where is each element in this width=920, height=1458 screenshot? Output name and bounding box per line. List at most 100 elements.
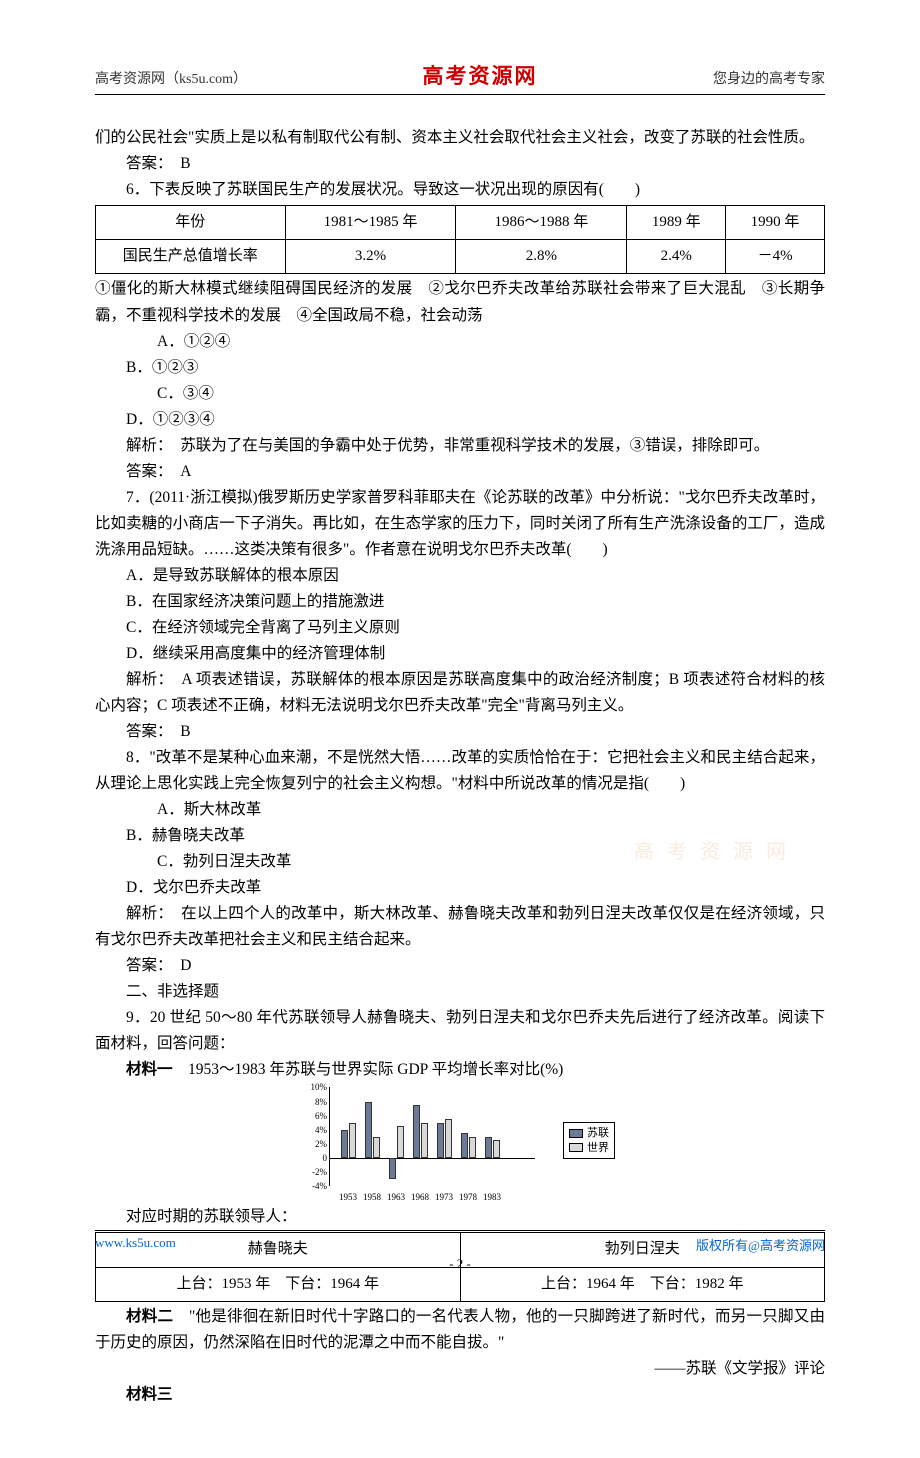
gdp-chart: 10%8%6%4%2%0-2%-4%1953195819631968197319… <box>305 1087 615 1202</box>
leader-2-term: 上台：1964 年 下台：1982 年 <box>460 1267 825 1301</box>
exp-label: 解析： <box>126 905 165 922</box>
q7-explanation: 解析： A 项表述错误，苏联解体的根本原因是苏联高度集中的政治经济制度；B 项表… <box>95 667 825 719</box>
answer-label: 答案： <box>126 463 165 480</box>
chart-ytick: 6% <box>305 1112 327 1121</box>
chart-legend: 苏联世界 <box>563 1122 615 1159</box>
chart-xtick: 1973 <box>435 1193 453 1202</box>
q6-row-label: 国民生产总值增长率 <box>96 240 286 274</box>
answer-label: 答案： <box>126 155 165 172</box>
chart-ytick: 2% <box>305 1140 327 1149</box>
chart-ytick: 4% <box>305 1126 327 1135</box>
q8-optD: D．戈尔巴乔夫改革 <box>95 875 453 901</box>
q6-opts-row1: A．①②④B．①②③ <box>95 329 825 381</box>
leader-1-term: 上台：1953 年 下台：1964 年 <box>96 1267 461 1301</box>
q7-optC: C．在经济领域完全背离了马列主义原则 <box>95 615 825 641</box>
chart-ytick: 0 <box>305 1154 327 1163</box>
q6-optB: B．①②③ <box>95 355 453 381</box>
q8-opts-row2: C．勃列日涅夫改革D．戈尔巴乔夫改革 <box>95 849 825 901</box>
q5-answer: 答案： B <box>95 151 825 177</box>
document-body: 们的公民社会"实质上是以私有制取代公有制、资本主义社会取代社会主义社会，改变了苏… <box>95 125 825 1408</box>
header-left: 高考资源网（ks5u.com） <box>95 68 247 88</box>
q6-cell-3: 2.4% <box>627 240 726 274</box>
q7-optB: B．在国家经济决策问题上的措施激进 <box>95 589 825 615</box>
chart-ytick: -4% <box>305 1182 327 1191</box>
q6-cell-4: －4% <box>726 240 825 274</box>
exp-text: 在以上四个人的改革中，斯大林改革、赫鲁晓夫改革和勃列日涅夫改革仅仅是在经济领域，… <box>95 905 825 948</box>
footer-left-url: www.ks5u.com <box>95 1235 176 1254</box>
q8-opts-row1: A．斯大林改革B．赫鲁晓夫改革 <box>95 797 825 849</box>
q6-opts-row2: C．③④D．①②③④ <box>95 381 825 433</box>
q9-subline: 对应时期的苏联领导人： <box>95 1204 825 1230</box>
chart-xtick: 1983 <box>483 1193 501 1202</box>
q6-table: 年份 1981～1985 年 1986～1988 年 1989 年 1990 年… <box>95 205 825 274</box>
q9-mat2-source: ——苏联《文学报》评论 <box>95 1356 825 1382</box>
q6-th-c1: 1981～1985 年 <box>285 206 456 240</box>
q6-optC: C．③④ <box>126 381 484 407</box>
chart-bar <box>341 1130 348 1158</box>
intro-continuation: 们的公民社会"实质上是以私有制取代公有制、资本主义社会取代社会主义社会，改变了苏… <box>95 125 825 151</box>
chart-bar <box>373 1137 380 1158</box>
answer-value: D <box>180 957 191 974</box>
q6-answer: 答案： A <box>95 459 825 485</box>
chart-bar <box>389 1158 396 1179</box>
exp-label: 解析： <box>126 671 166 688</box>
q8-optC: C．勃列日涅夫改革 <box>126 849 484 875</box>
chart-xtick: 1953 <box>339 1193 357 1202</box>
mat2-text: "他是徘徊在新旧时代十字路口的一名代表人物，他的一只脚跨进了新时代，而另一只脚又… <box>95 1308 825 1351</box>
chart-bar <box>437 1123 444 1158</box>
q6-th-c4: 1990 年 <box>726 206 825 240</box>
footer-right-copyright: 版权所有@高考资源网 <box>696 1235 825 1254</box>
q7-optD: D．继续采用高度集中的经济管理体制 <box>95 641 825 667</box>
mat1-text: 1953～1983 年苏联与世界实际 GDP 平均增长率对比(%) <box>173 1061 564 1078</box>
q6-cell-1: 3.2% <box>285 240 456 274</box>
q8-explanation: 解析： 在以上四个人的改革中，斯大林改革、赫鲁晓夫改革和勃列日涅夫改革仅仅是在经… <box>95 901 825 953</box>
chart-bar <box>413 1105 420 1158</box>
chart-ytick: 8% <box>305 1098 327 1107</box>
mat1-label: 材料一 <box>126 1061 173 1078</box>
chart-bar <box>365 1102 372 1159</box>
answer-value: B <box>180 155 190 172</box>
q9-mat2: 材料二 "他是徘徊在新旧时代十字路口的一名代表人物，他的一只脚跨进了新时代，而另… <box>95 1304 825 1356</box>
q8-stem: 8．"改革不是某种心血来潮，不是恍然大悟……改革的实质恰恰在于：它把社会主义和民… <box>95 745 825 797</box>
chart-ytick: 10% <box>305 1083 327 1092</box>
q6-cell-2: 2.8% <box>456 240 627 274</box>
header-center-logo: 高考资源网 <box>423 60 538 90</box>
exp-text: 苏联为了在与美国的争霸中处于优势，非常重视科学技术的发展，③错误，排除即可。 <box>180 437 769 454</box>
q7-stem: 7．(2011·浙江模拟)俄罗斯历史学家普罗科菲耶夫在《论苏联的改革》中分析说：… <box>95 485 825 563</box>
page-header: 高考资源网（ks5u.com） 高考资源网 您身边的高考专家 <box>95 60 825 95</box>
q6-items: ①僵化的斯大林模式继续阻碍国民经济的发展 ②戈尔巴乔夫改革给苏联社会带来了巨大混… <box>95 276 825 328</box>
exp-label: 解析： <box>126 437 165 454</box>
mat2-label: 材料二 <box>126 1308 173 1325</box>
q7-answer: 答案： B <box>95 719 825 745</box>
section-2-heading: 二、非选择题 <box>95 979 825 1005</box>
chart-bar <box>493 1140 500 1158</box>
chart-xtick: 1978 <box>459 1193 477 1202</box>
q9-mat1: 材料一 1953～1983 年苏联与世界实际 GDP 平均增长率对比(%) <box>95 1057 825 1083</box>
q6-th-c2: 1986～1988 年 <box>456 206 627 240</box>
chart-ytick: -2% <box>305 1168 327 1177</box>
page-footer: www.ks5u.com 版权所有@高考资源网 <box>95 1230 825 1254</box>
chart-xtick: 1958 <box>363 1193 381 1202</box>
q9-mat3-label: 材料三 <box>95 1382 825 1408</box>
exp-text: A 项表述错误，苏联解体的根本原因是苏联高度集中的政治经济制度；B 项表述符合材… <box>95 671 825 714</box>
q6-stem: 6．下表反映了苏联国民生产的发展状况。导致这一状况出现的原因有( ) <box>95 177 825 203</box>
chart-bar <box>445 1119 452 1158</box>
q6-th-c3: 1989 年 <box>627 206 726 240</box>
q8-answer: 答案： D <box>95 953 825 979</box>
q8-optA: A．斯大林改革 <box>126 797 484 823</box>
answer-value: A <box>180 463 191 480</box>
answer-label: 答案： <box>126 723 165 740</box>
chart-bar <box>461 1133 468 1158</box>
chart-bar <box>421 1123 428 1158</box>
q6-optA: A．①②④ <box>126 329 484 355</box>
q6-optD: D．①②③④ <box>95 407 453 433</box>
chart-xtick: 1968 <box>411 1193 429 1202</box>
chart-bar <box>469 1137 476 1158</box>
page-number: - 2 - <box>0 1256 920 1272</box>
q6-th-year: 年份 <box>96 206 286 240</box>
q8-optB: B．赫鲁晓夫改革 <box>95 823 453 849</box>
chart-bar <box>485 1137 492 1158</box>
answer-label: 答案： <box>126 957 165 974</box>
answer-value: B <box>180 723 190 740</box>
chart-bar <box>349 1123 356 1158</box>
